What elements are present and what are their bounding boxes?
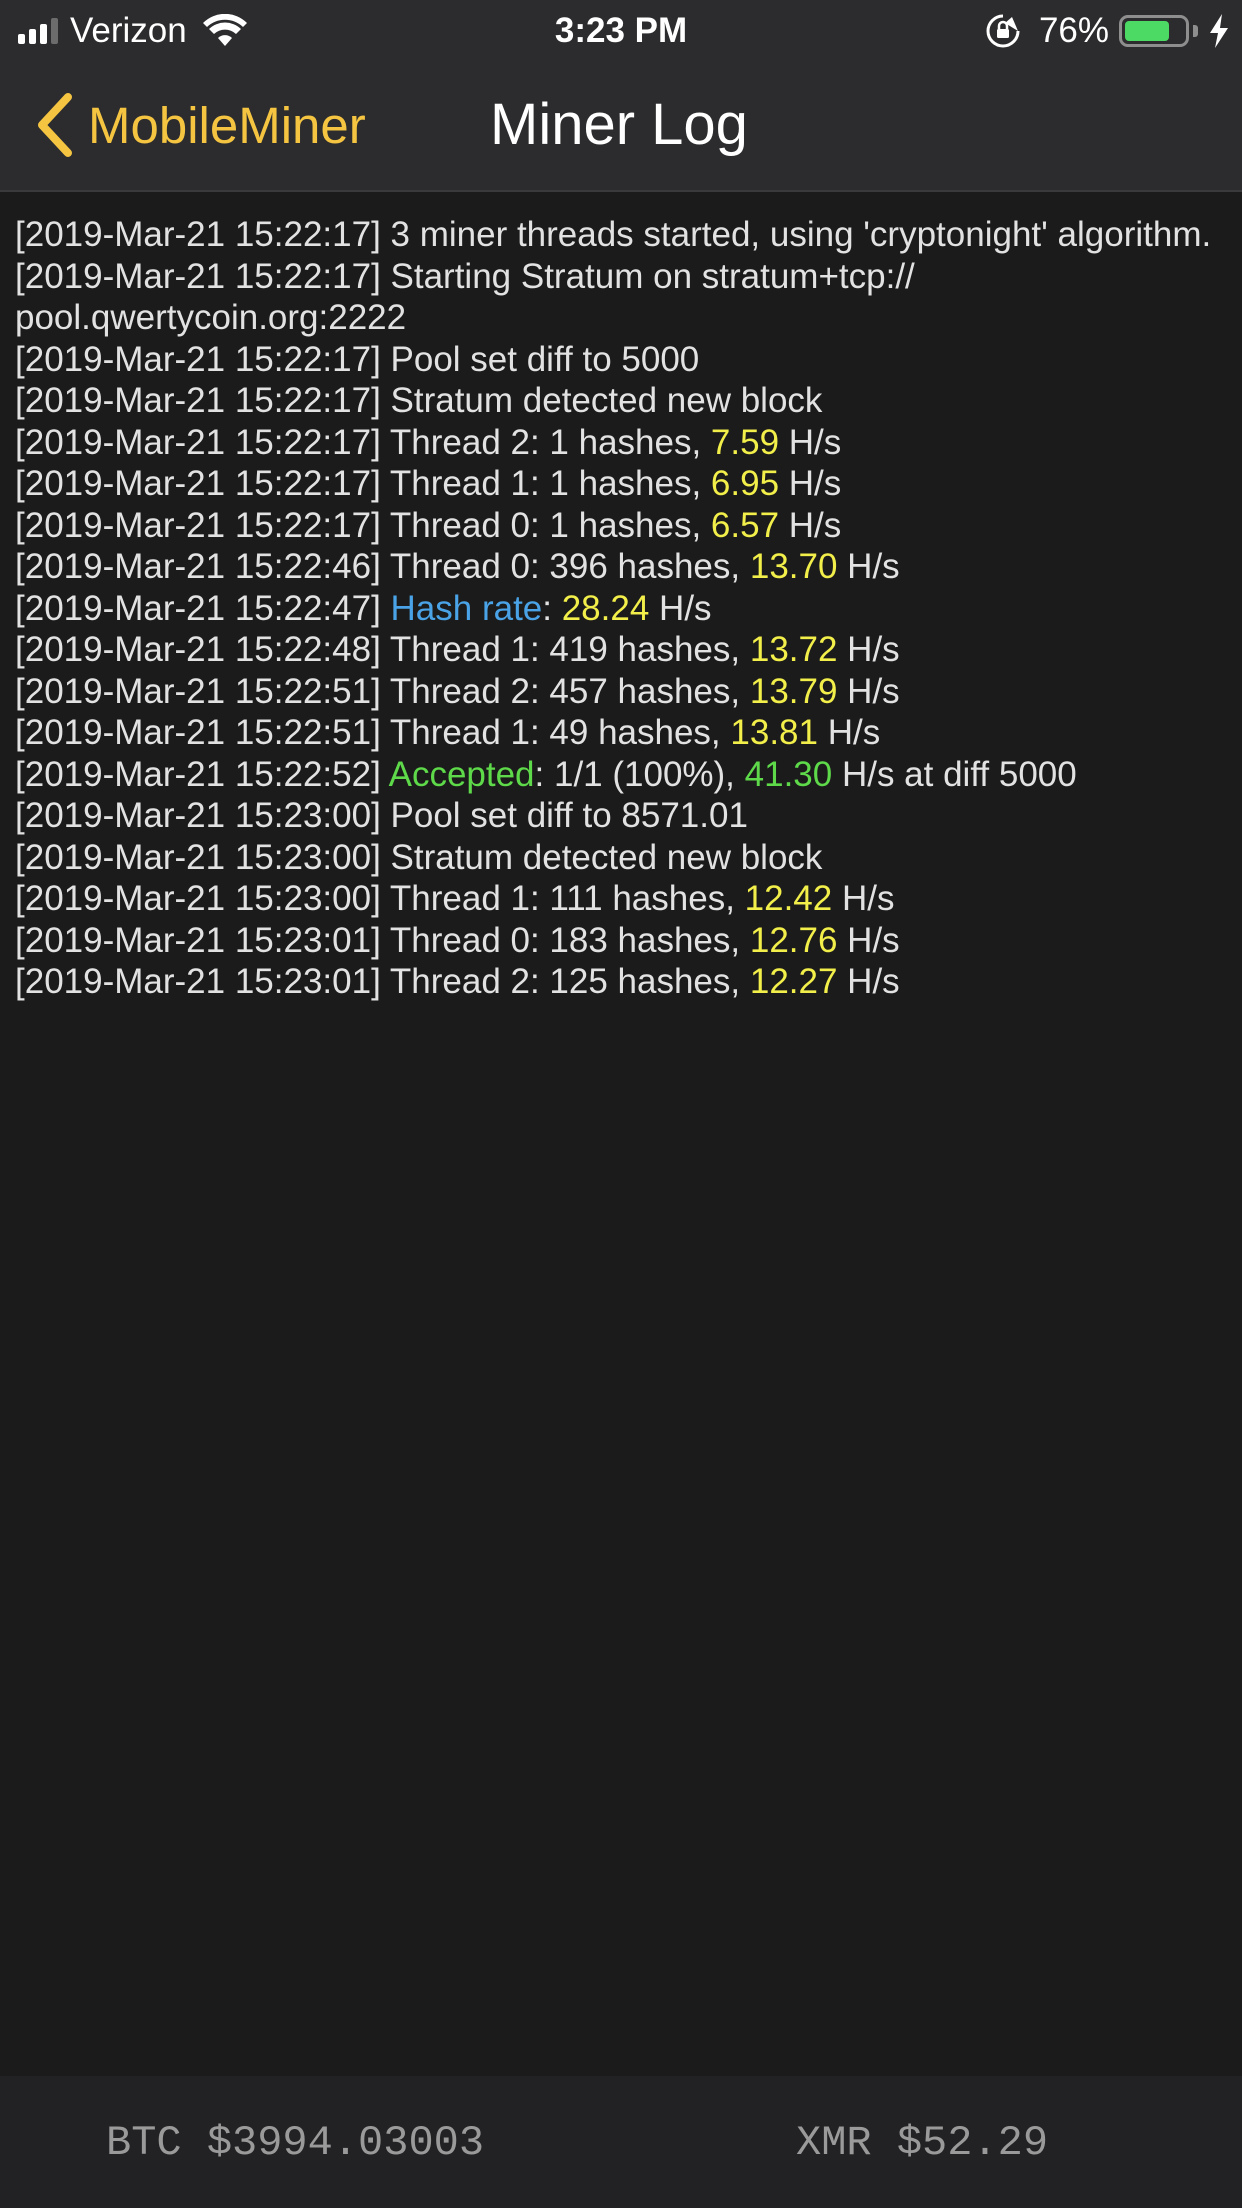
log-highlight: 6.57 [710,505,780,545]
log-text: [2019-Mar-21 15:22:51] Thread 1: 49 hash… [15,713,731,752]
log-text: H/s [837,547,900,586]
xmr-price: XMR $52.29 [796,2119,1049,2167]
log-text: [2019-Mar-21 15:22:17] Stratum detected … [15,381,823,420]
log-text: [2019-Mar-21 15:22:51] Thread 2: 457 has… [15,671,750,711]
log-text: H/s [837,671,900,711]
log-line: [2019-Mar-21 15:22:17] 3 miner threads s… [15,214,1225,256]
log-line: [2019-Mar-21 15:23:00] Stratum detected … [15,837,1225,879]
log-line: [2019-Mar-21 15:22:51] Thread 2: 457 has… [15,671,1225,713]
log-line: [2019-Mar-21 15:23:01] Thread 2: 125 has… [15,961,1225,1003]
log-text: H/s [779,505,842,545]
log-line: [2019-Mar-21 15:22:17] Thread 0: 1 hashe… [15,505,1225,547]
page-title: Miner Log [490,92,748,157]
log-highlight: 6.95 [710,464,780,503]
battery-cap [1193,25,1198,37]
log-text: [2019-Mar-21 15:22:48] Thread 1: 419 has… [15,630,750,669]
log-line: [2019-Mar-21 15:22:48] Thread 1: 419 has… [15,629,1225,671]
log-text: [2019-Mar-21 15:23:01] Thread 2: 125 has… [15,962,750,1001]
signal-icon [18,18,58,44]
log-line: [2019-Mar-21 15:22:17] Starting Stratum … [15,256,1225,298]
log-text: : [542,588,562,628]
status-bar: Verizon 3:23 PM 76% [0,0,1242,62]
status-time: 3:23 PM [554,11,688,50]
log-line: [2019-Mar-21 15:22:17] Thread 2: 1 hashe… [15,422,1225,464]
log-line: [2019-Mar-21 15:22:17] Pool set diff to … [15,339,1225,381]
log-text: [2019-Mar-21 15:22:47] [15,588,391,628]
log-text: H/s [837,920,900,960]
log-highlight: 13.70 [749,547,838,586]
log-text: H/s [837,962,900,1001]
log-highlight: 28.24 [561,588,650,628]
log-text: [2019-Mar-21 15:22:17] Starting Stratum … [15,256,915,296]
status-right: 76% [985,8,1230,54]
log-line: [2019-Mar-21 15:22:52] Accepted: 1/1 (10… [15,754,1225,796]
battery-fill [1125,21,1170,41]
log-text: H/s [837,630,900,669]
log-text: [2019-Mar-21 15:23:01] Thread 0: 183 has… [15,920,750,960]
log-text: [2019-Mar-21 15:22:17] Thread 2: 1 hashe… [15,422,711,462]
back-button-label: MobileMiner [88,96,366,154]
miner-log[interactable]: [2019-Mar-21 15:22:17] 3 miner threads s… [15,214,1225,1003]
log-text: [2019-Mar-21 15:23:00] Thread 1: 111 has… [15,879,745,918]
log-line: pool.qwertycoin.org:2222 [15,297,1225,339]
charging-bolt-icon [1210,14,1228,48]
log-line: [2019-Mar-21 15:22:47] Hash rate: 28.24 … [15,588,1225,630]
log-highlight: 13.72 [749,630,838,669]
chevron-left-icon [38,93,72,157]
log-text: H/s [832,879,895,918]
log-text: [2019-Mar-21 15:22:52] [15,754,389,794]
log-highlight: 12.27 [749,962,838,1001]
log-highlight: 12.76 [749,920,838,960]
log-line: [2019-Mar-21 15:22:51] Thread 1: 49 hash… [15,712,1225,754]
log-text: H/s [649,588,712,628]
battery-percent: 76% [1038,11,1109,50]
log-highlight: Hash rate [390,588,543,628]
wifi-icon [202,14,247,46]
log-highlight: 12.42 [744,879,833,918]
log-text: H/s at diff 5000 [832,754,1077,794]
carrier-name: Verizon [70,11,187,50]
btc-price: BTC $3994.03003 [106,2119,485,2167]
log-text: : 1/1 (100%), [534,754,745,794]
log-highlight: 7.59 [710,422,780,462]
log-text: H/s [779,422,842,462]
log-text: [2019-Mar-21 15:23:00] Stratum detected … [15,837,823,877]
log-line: [2019-Mar-21 15:22:17] Stratum detected … [15,380,1225,422]
log-text: [2019-Mar-21 15:22:46] Thread 0: 396 has… [15,547,750,586]
log-text: pool.qwertycoin.org:2222 [15,298,407,337]
log-line: [2019-Mar-21 15:23:00] Thread 1: 111 has… [15,878,1225,920]
log-highlight: 41.30 [744,754,833,794]
battery-icon [1119,15,1189,47]
log-text: H/s [779,464,842,503]
log-highlight: Accepted [388,754,535,794]
log-highlight: 13.81 [730,713,818,752]
log-text: [2019-Mar-21 15:22:17] Thread 0: 1 hashe… [15,505,711,545]
log-text: [2019-Mar-21 15:23:00] Pool set diff to … [15,796,748,835]
log-text: [2019-Mar-21 15:22:17] 3 miner threads s… [15,215,1212,254]
log-text: [2019-Mar-21 15:22:17] Pool set diff to … [15,339,700,379]
status-left: Verizon [18,8,247,54]
log-line: [2019-Mar-21 15:22:46] Thread 0: 396 has… [15,546,1225,588]
log-line: [2019-Mar-21 15:22:17] Thread 1: 1 hashe… [15,463,1225,505]
log-line: [2019-Mar-21 15:23:00] Pool set diff to … [15,795,1225,837]
rotation-lock-icon [986,14,1020,48]
price-ticker: BTC $3994.03003 XMR $52.29 [0,2076,1242,2208]
log-highlight: 13.79 [749,671,838,711]
log-line: [2019-Mar-21 15:23:01] Thread 0: 183 has… [15,920,1225,962]
navigation-bar: MobileMiner Miner Log [0,62,1242,192]
log-text: [2019-Mar-21 15:22:17] Thread 1: 1 hashe… [15,464,711,503]
log-text: H/s [817,713,881,752]
back-button[interactable]: MobileMiner [36,92,366,158]
